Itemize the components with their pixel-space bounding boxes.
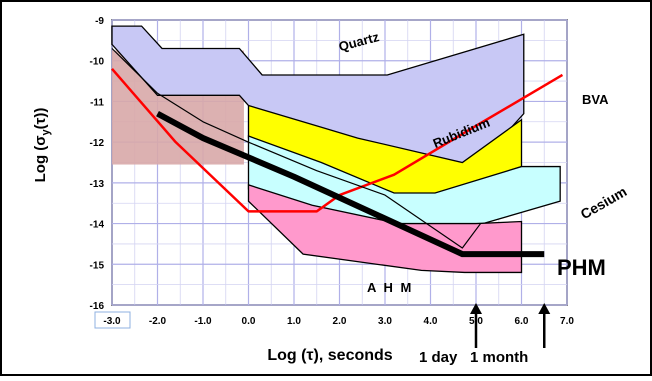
x-tick-label: 5.0 xyxy=(469,316,483,327)
y-axis-title-sub: y xyxy=(40,128,52,135)
y-tick-label: -12 xyxy=(90,138,105,149)
x-tick-label: 7.0 xyxy=(560,316,574,327)
x-tick-label: -1.0 xyxy=(194,316,212,327)
x-tick-label: -2.0 xyxy=(149,316,167,327)
time-marks xyxy=(470,303,551,348)
y-tick-label: -14 xyxy=(90,220,105,231)
phm-label: PHM xyxy=(557,255,606,280)
y-tick-label: -10 xyxy=(90,57,105,68)
origin-tick-box xyxy=(94,311,131,329)
series-line-phm xyxy=(156,110,545,258)
x-tick-label: 0.0 xyxy=(242,316,256,327)
mark-arrowhead-1-month xyxy=(538,303,551,314)
y-axis-title: Log (σy(τ)) xyxy=(32,108,52,183)
region-quartz xyxy=(111,25,525,168)
one-month-label: 1 month xyxy=(470,349,528,366)
y-axis-title-main: Log (σ xyxy=(32,135,49,182)
y-tick-label: -13 xyxy=(90,179,105,190)
series-line-bva xyxy=(111,68,564,213)
x-tick-label: 1.0 xyxy=(287,316,301,327)
y-tick-label: -16 xyxy=(90,301,105,312)
y-tick-label: -9 xyxy=(95,16,104,27)
one-day-label: 1 day xyxy=(419,349,458,366)
ahm-label: A H M xyxy=(367,280,413,295)
x-tick-label: 4.0 xyxy=(424,316,438,327)
x-axis-title: Log (τ), seconds xyxy=(267,347,392,364)
y-tick-label: -11 xyxy=(90,97,104,108)
mark-arrowhead-1-day xyxy=(470,303,482,314)
series-lines xyxy=(111,48,564,258)
x-tick-label: 2.0 xyxy=(333,316,347,327)
y-axis-title-tail: (τ)) xyxy=(32,108,49,130)
bva-label: BVA xyxy=(582,92,609,107)
x-tick-labels: -3.0 -2.0 -1.0 0.0 1.0 2.0 3.0 4.0 5.0 6.0 7.0 xyxy=(103,316,574,327)
series-line-reference-2 xyxy=(111,48,482,249)
x-tick-label: 6.0 xyxy=(515,316,529,327)
y-tick-label: -15 xyxy=(90,260,105,271)
x-tick-label: 3.0 xyxy=(378,316,392,327)
y-tick-labels: -9 -10 -11 -12 -13 -14 -15 -16 xyxy=(90,16,105,312)
x-tick-label: -3.0 xyxy=(103,316,121,327)
